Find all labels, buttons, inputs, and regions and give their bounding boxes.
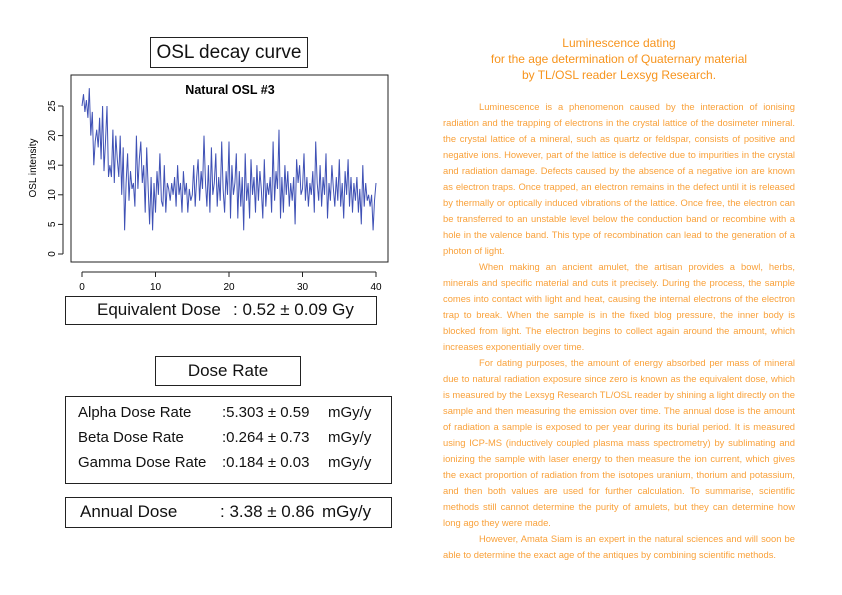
dose-rate-unit: mGy/y	[328, 404, 372, 421]
paragraph: For dating purposes, the amount of energ…	[443, 357, 795, 528]
osl-decay-curve-title: OSL decay curve	[150, 37, 308, 68]
osl-chart: Natural OSL #3 OSL intensity 0 10 20 30 40 0 5…	[28, 74, 389, 290]
title-line: for the age determination of Quaternary …	[490, 52, 748, 66]
y-tick-label: 5	[47, 221, 58, 227]
article-title: Luminescence dating for the age determin…	[443, 35, 795, 83]
paragraph: When making an ancient amulet, the artis…	[443, 261, 795, 352]
y-axis-label: OSL intensity	[28, 138, 39, 197]
x-tick-label: 10	[150, 282, 162, 290]
dose-rate-unit: mGy/y	[328, 454, 372, 471]
y-tick-label: 20	[47, 130, 58, 142]
dose-rates-box: Alpha Dose Rate :5.303 ± 0.59 mGy/y Beta…	[65, 396, 392, 484]
equivalent-dose-value: : 0.52 ± 0.09 Gy	[233, 300, 354, 319]
annual-dose-box: Annual Dose : 3.38 ± 0.86 mGy/y	[65, 497, 392, 528]
dose-rate-value: :0.264 ± 0.73	[222, 429, 310, 446]
chart-title: Natural OSL #3	[185, 83, 274, 97]
dose-rate-label: Beta Dose Rate	[78, 429, 184, 446]
equivalent-dose-label: Equivalent Dose	[97, 300, 221, 319]
osl-series-line	[81, 88, 377, 231]
dose-rate-label: Gamma Dose Rate	[78, 454, 207, 471]
dose-rate-label: Alpha Dose Rate	[78, 404, 192, 421]
x-tick-label: 0	[79, 282, 85, 290]
title-line: Luminescence dating	[562, 36, 676, 50]
y-tick-label: 10	[47, 189, 58, 201]
paragraph: However, Amata Siam is an expert in the …	[443, 533, 795, 560]
paragraph: Luminescence is a phenomenon caused by t…	[443, 101, 795, 256]
dose-rate-unit: mGy/y	[328, 429, 372, 446]
dose-rate-title: Dose Rate	[155, 356, 301, 386]
article-body: Luminescence is a phenomenon caused by t…	[443, 99, 795, 563]
title-line: by TL/OSL reader Lexsyg Research.	[521, 68, 717, 82]
dose-rate-title-text: Dose Rate	[187, 361, 269, 380]
x-tick-label: 20	[223, 282, 235, 290]
dose-rate-value: :0.184 ± 0.03	[222, 454, 310, 471]
dose-rate-value: :5.303 ± 0.59	[222, 404, 310, 421]
article: Luminescence dating for the age determin…	[443, 35, 795, 563]
y-tick-label: 25	[47, 100, 58, 112]
osl-title-text: OSL decay curve	[156, 41, 302, 63]
annual-dose-unit: mGy/y	[322, 502, 372, 521]
y-tick-label: 15	[47, 159, 58, 171]
equivalent-dose-box: Equivalent Dose : 0.52 ± 0.09 Gy	[65, 296, 377, 325]
annual-dose-label: Annual Dose	[80, 502, 178, 521]
y-tick-label: 0	[47, 251, 58, 257]
annual-dose-value: : 3.38 ± 0.86	[220, 502, 315, 521]
plot-frame	[70, 74, 389, 263]
x-tick-label: 40	[370, 282, 382, 290]
x-tick-label: 30	[297, 282, 309, 290]
